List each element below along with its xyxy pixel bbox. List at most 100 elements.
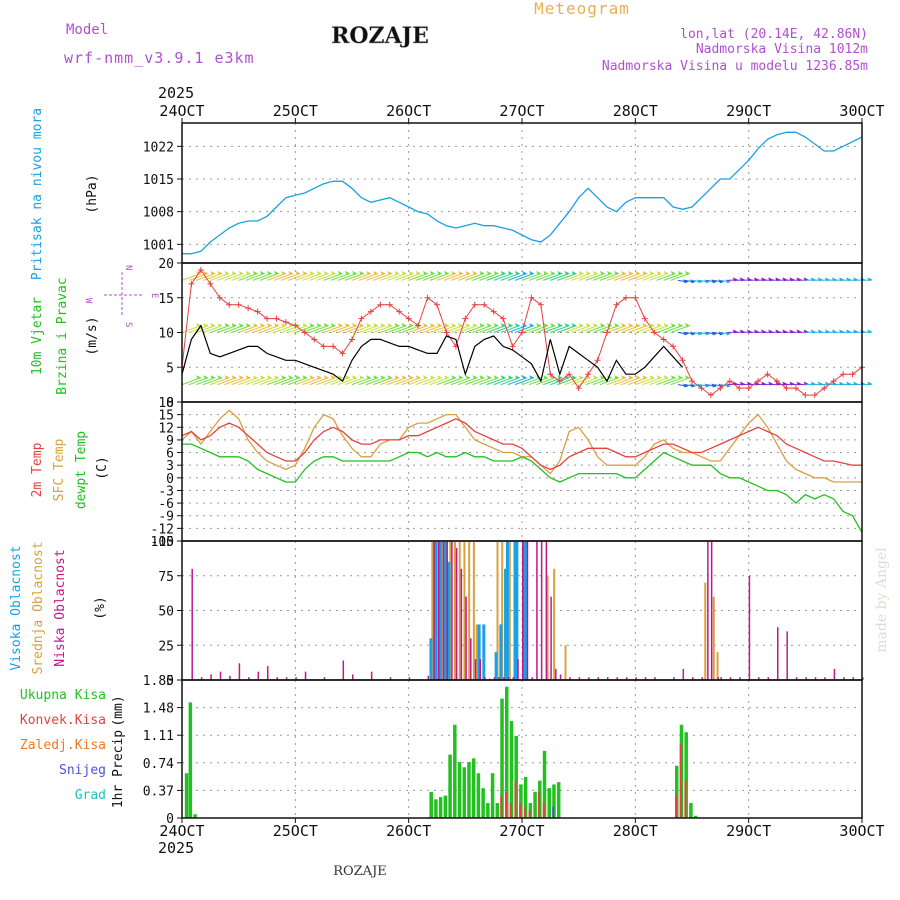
mid-cloud-bar [496,541,499,680]
gust-marker [575,385,582,392]
top-tick-label: 25OCT [273,102,318,120]
low-cloud-bar [389,677,392,680]
wind-arrow-head [500,323,507,328]
low-cloud-bar [248,677,250,680]
total-rain-bar [505,686,509,818]
wind-arrow-head [571,323,577,328]
low-cloud-bar [540,541,543,680]
wind-arrow-head [500,270,507,275]
ytick-label: 1008 [143,206,174,221]
high-cloud-bar [434,541,438,680]
wind-arrow-head [295,375,301,380]
wind-arrow-head [203,323,209,328]
wind-arrow-head [260,375,266,380]
wind-arrow-head [677,323,684,328]
precip-ylabel-group: Ukupna Kisa Konvek.Kisa Zaledj.Kisa Snij… [20,688,126,808]
ytick-label: 0 [166,812,174,827]
wind-arrow-head [451,375,457,380]
total-rain-bar [533,791,537,818]
wind-arrow-head [564,323,570,328]
gust-marker [604,329,610,336]
compass-arrows [104,272,142,316]
conv-rain-bar [542,803,545,818]
gust-marker [339,350,346,357]
wind-arrow-head [337,375,344,380]
wind-arrow-head [867,381,873,386]
ytick-label: 0 [166,396,174,411]
total-rain-bar [689,803,693,818]
wind-arrow-head [437,375,443,380]
total-rain-bar [184,773,189,818]
mid-cloud-bar [463,541,466,680]
wind-arrow-head [267,323,273,328]
dewpoint-line [182,443,863,533]
low-cloud-bar [635,677,637,680]
wind-arrow-head [607,270,613,275]
gust-marker [264,315,270,322]
gust-marker [679,357,686,364]
wind-arrow-head [571,270,577,275]
high-cloud-bar [499,624,503,680]
low-cloud-bar [507,677,510,680]
total-rain-bar [434,799,438,818]
wind-arrow-head [635,270,641,275]
ytick-label: 1.11 [143,729,174,744]
low-cloud-bar [304,671,307,680]
wind-arrow-head [316,375,322,380]
gust-marker [632,294,639,301]
wind-arrow-head [725,383,732,388]
gust-marker [377,301,384,308]
gust-marker [689,378,695,385]
low-cloud-bar [682,668,685,680]
gust-marker [745,385,752,392]
ytick-label: -12 [151,522,174,537]
gust-marker [755,378,762,385]
high-cloud-bar [447,561,451,680]
wind-arrow-head [585,323,592,328]
wind-arrow-head [422,323,429,328]
gust-marker [235,301,242,308]
wind-arrow-head [592,375,599,380]
low-cloud-bar [323,677,326,680]
ytick-label: -9 [158,510,174,525]
wind-arrow-head [281,323,287,328]
gust-marker [292,322,299,329]
wind-arrow-head [635,323,641,328]
low-cloud-bar [555,668,557,680]
total-rain-bar [490,773,495,818]
chart-title: ROZAJE [331,23,429,49]
bottom-axis-ticks: 24OCT 25OCT 26OCT 27OCT 28OCT 29OCT 30OCT [159,818,885,840]
gust-marker [764,371,771,378]
wind-arrow-head [543,375,549,380]
wind-ylabel2: Brzina i Pravac [55,277,70,394]
low-cloud-bar [470,638,472,680]
cloud-unit: (%) [93,596,108,619]
low-cloud-bar [474,659,477,680]
wind-arrow-head [614,270,620,275]
high-cloud-ylabel: Visoka Oblacnost [9,545,24,670]
total-rain-bar [556,782,561,818]
gust-marker [311,336,318,343]
wind-arrow-head [380,270,386,275]
wind-arrow-head [663,323,670,328]
mid-cloud-bar [712,596,715,680]
total-rain-bar [448,754,452,818]
compass-south: S [123,322,133,327]
wind-arrow-head [267,270,273,275]
gust-marker [519,329,525,336]
low-cloud-bar [739,677,741,680]
wind-arrow-head [252,323,259,328]
wind-arrow-head [309,375,315,380]
wind-arrow-head [515,323,521,328]
gust-marker [273,315,280,322]
sfc-ylabel: SFC Temp [52,439,67,502]
wind-arrow-head [210,323,216,328]
gust-marker [566,371,573,378]
wind-arrow-head [352,323,358,328]
bottom-tick-label: 27OCT [499,822,544,840]
gust-marker [197,266,204,273]
temp2m-line [181,418,862,471]
precip-unit: (mm) [111,695,126,726]
wind-arrow-head [472,375,478,380]
